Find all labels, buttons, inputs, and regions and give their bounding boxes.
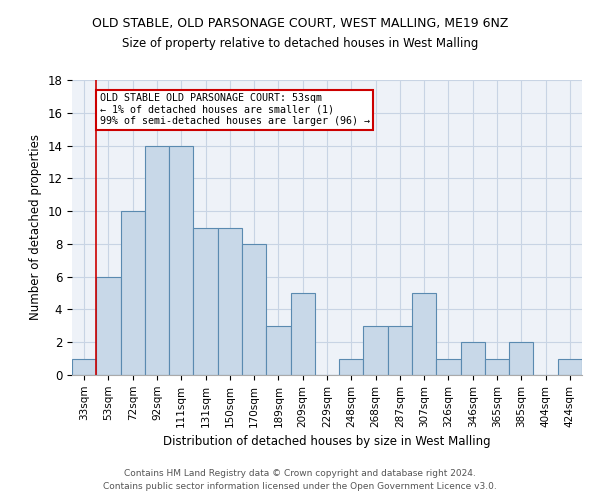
Bar <box>145 146 169 375</box>
Bar <box>218 228 242 375</box>
X-axis label: Distribution of detached houses by size in West Malling: Distribution of detached houses by size … <box>163 435 491 448</box>
Bar <box>121 211 145 375</box>
Bar <box>485 358 509 375</box>
Bar <box>193 228 218 375</box>
Bar <box>169 146 193 375</box>
Bar <box>509 342 533 375</box>
Bar <box>242 244 266 375</box>
Bar <box>364 326 388 375</box>
Bar <box>461 342 485 375</box>
Text: Size of property relative to detached houses in West Malling: Size of property relative to detached ho… <box>122 38 478 51</box>
Bar <box>290 293 315 375</box>
Bar <box>436 358 461 375</box>
Text: Contains HM Land Registry data © Crown copyright and database right 2024.
Contai: Contains HM Land Registry data © Crown c… <box>103 470 497 491</box>
Bar <box>412 293 436 375</box>
Bar <box>339 358 364 375</box>
Bar <box>96 276 121 375</box>
Bar <box>388 326 412 375</box>
Bar <box>266 326 290 375</box>
Bar <box>72 358 96 375</box>
Text: OLD STABLE OLD PARSONAGE COURT: 53sqm
← 1% of detached houses are smaller (1)
99: OLD STABLE OLD PARSONAGE COURT: 53sqm ← … <box>100 93 370 126</box>
Text: OLD STABLE, OLD PARSONAGE COURT, WEST MALLING, ME19 6NZ: OLD STABLE, OLD PARSONAGE COURT, WEST MA… <box>92 18 508 30</box>
Bar <box>558 358 582 375</box>
Y-axis label: Number of detached properties: Number of detached properties <box>29 134 42 320</box>
